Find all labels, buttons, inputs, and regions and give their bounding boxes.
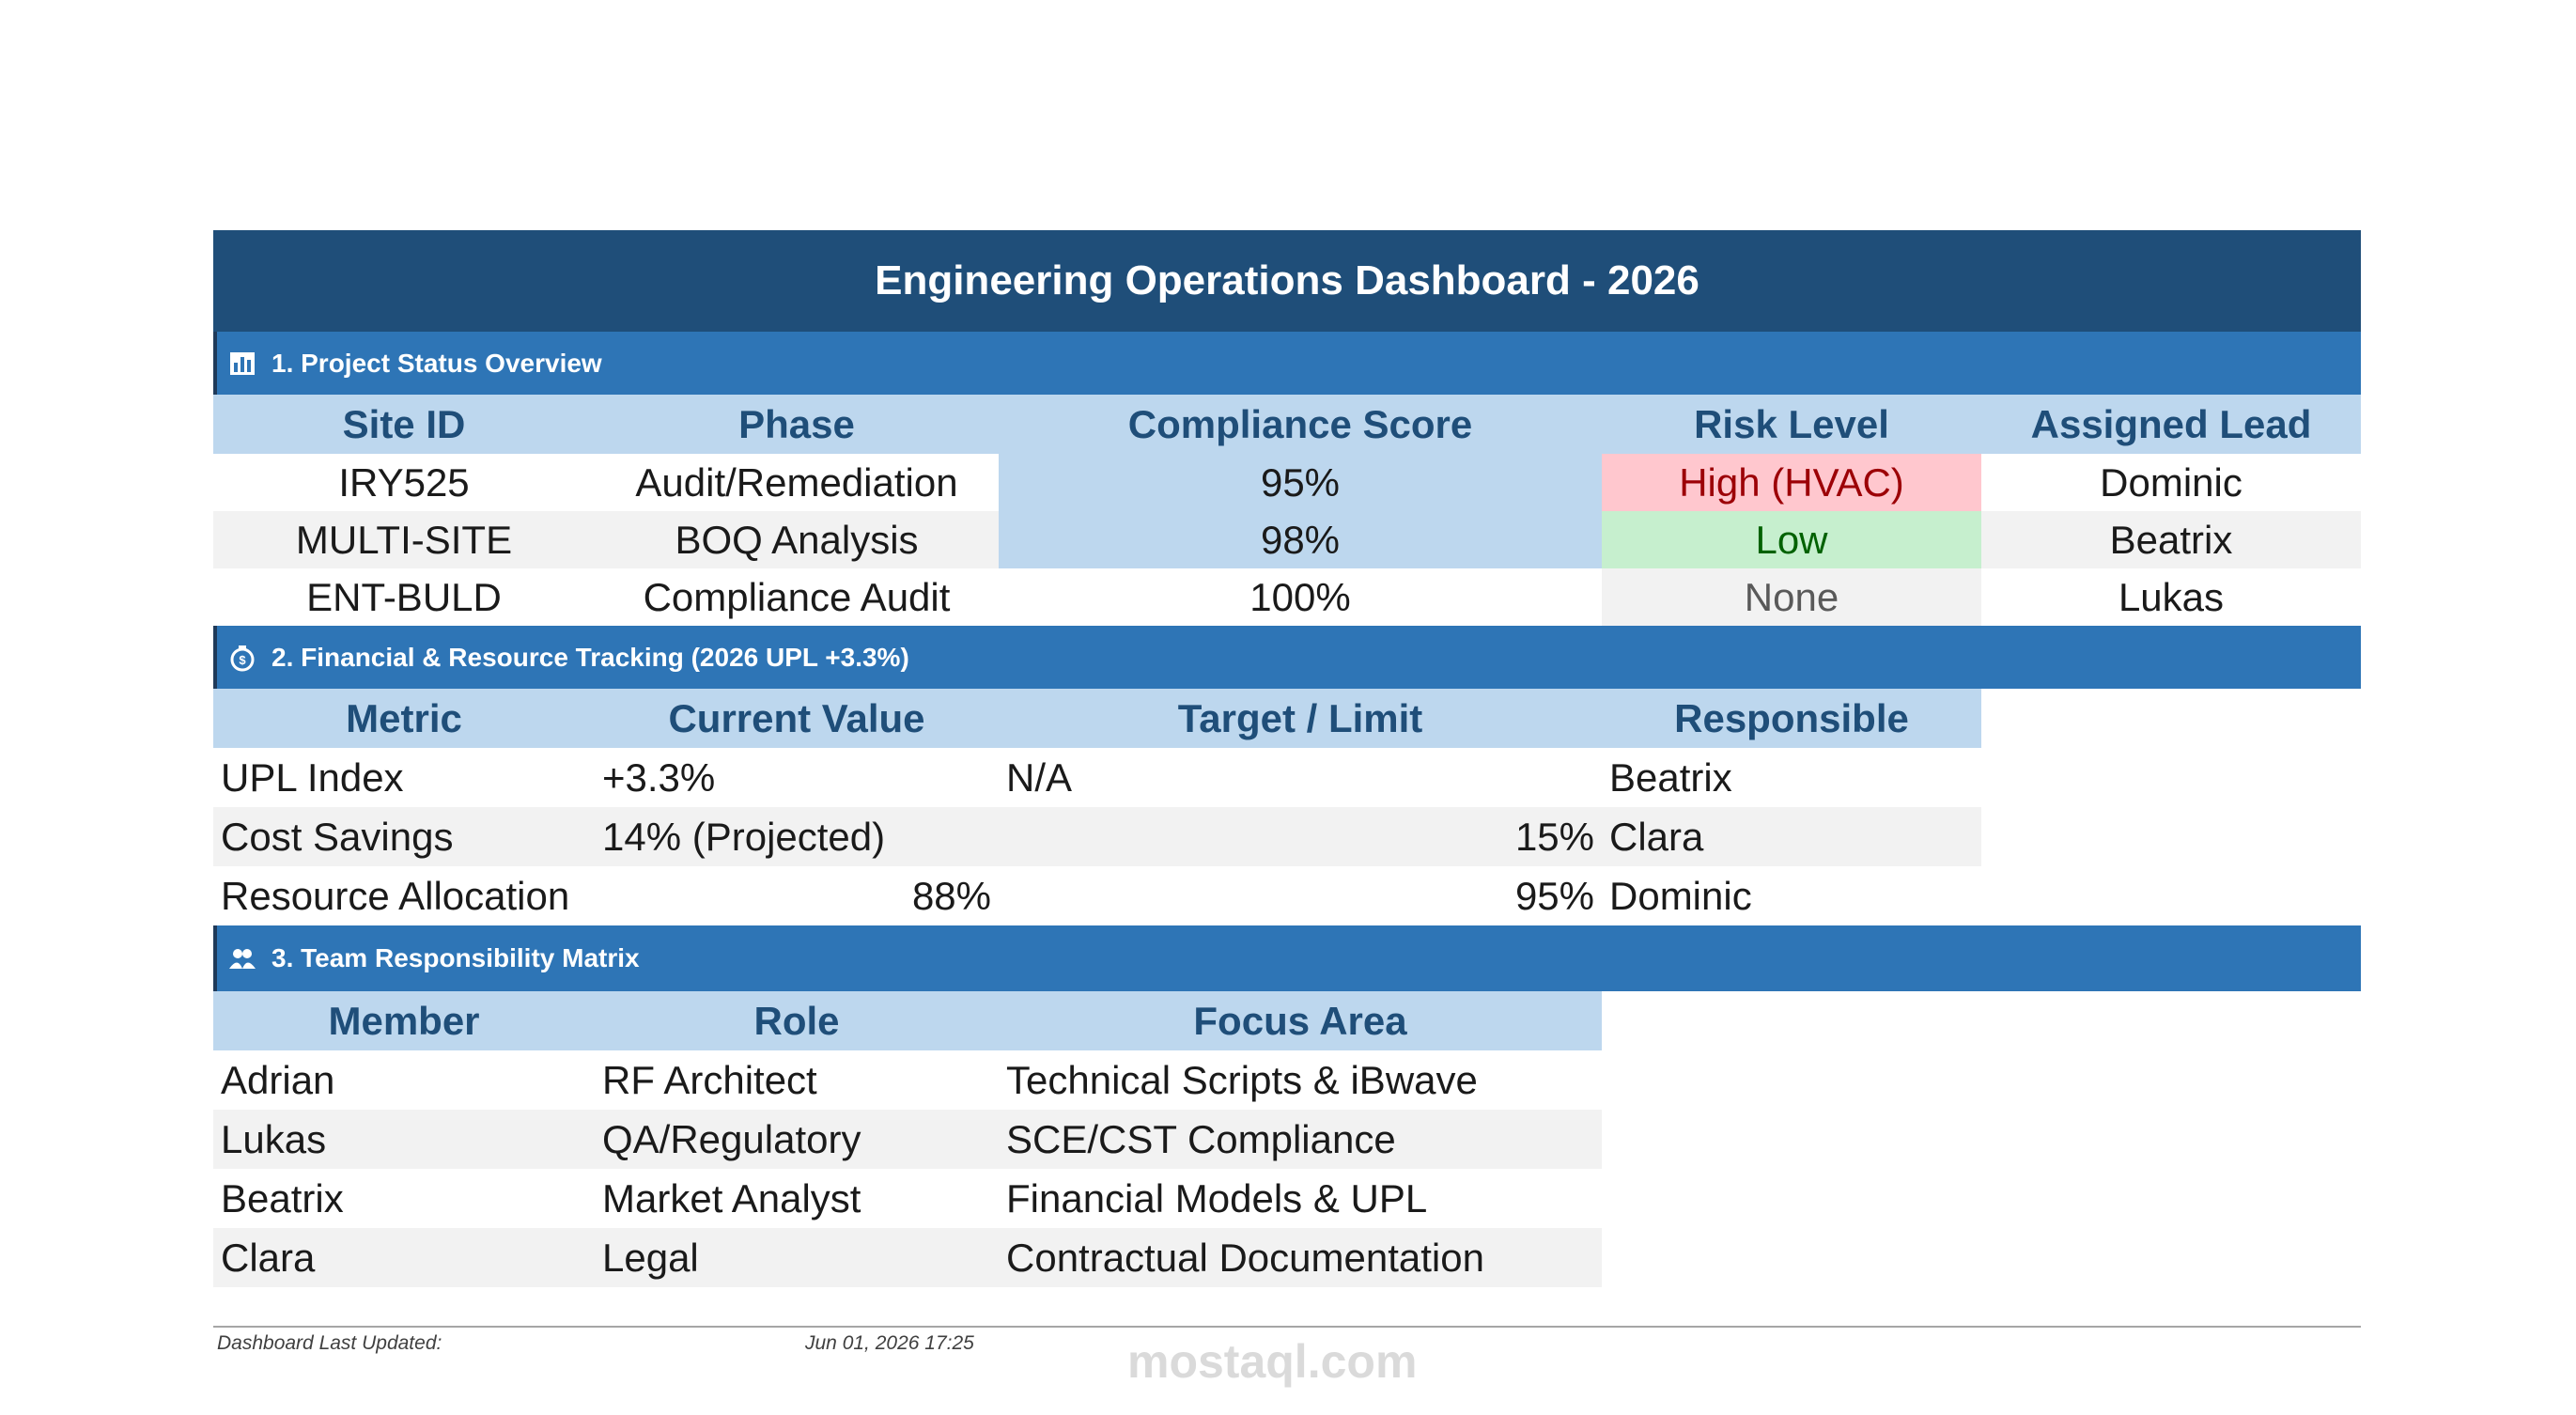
table-cell: IRY525 [213,454,595,511]
table-cell: Clara [1602,807,1981,866]
table-cell: BOQ Analysis [595,511,999,568]
title-bar: Engineering Operations Dashboard - 2026 [213,230,2361,332]
column-header: Role [595,991,999,1050]
table-cell: N/A [999,748,1602,807]
table-cell: Beatrix [213,1169,595,1228]
table-cell: None [1602,568,1981,626]
section-bar: 1. Project Status Overview [213,332,2361,395]
table-cell: 95% [999,454,1602,511]
table-cell: Beatrix [1981,511,2361,568]
table-cell: Resource Allocation [213,866,595,925]
column-header: Site ID [213,395,595,454]
footer-value: Jun 01, 2026 17:25 [805,1332,974,1354]
column-header: Compliance Score [999,395,1602,454]
footer-rule [213,1326,2361,1328]
section-bar: $2. Financial & Resource Tracking (2026 … [213,626,2361,689]
table-cell: Dominic [1981,454,2361,511]
table-cell: Lukas [213,1110,595,1169]
section-heading: 3. Team Responsibility Matrix [272,943,640,972]
table-cell: High (HVAC) [1602,454,1981,511]
table-cell: Beatrix [1602,748,1981,807]
table-cell: Contractual Documentation [999,1228,1602,1287]
table-cell: Cost Savings [213,807,595,866]
table-cell: 15% [999,807,1602,866]
table-cell: 98% [999,511,1602,568]
table-cell: Market Analyst [595,1169,999,1228]
column-header: Assigned Lead [1981,395,2361,454]
table-cell: MULTI-SITE [213,511,595,568]
table-cell: Low [1602,511,1981,568]
column-header: Phase [595,395,999,454]
table-cell: 100% [999,568,1602,626]
table-cell: ENT-BULD [213,568,595,626]
table-cell: Dominic [1602,866,1981,925]
column-header: Target / Limit [999,689,1602,748]
section-heading: 1. Project Status Overview [272,348,602,378]
table-cell: +3.3% [595,748,999,807]
column-header: Focus Area [999,991,1602,1050]
table-cell: Audit/Remediation [595,454,999,511]
column-header: Responsible [1602,689,1981,748]
svg-text:$: $ [239,653,246,667]
table-cell: Legal [595,1228,999,1287]
column-header: Metric [213,689,595,748]
table-cell: UPL Index [213,748,595,807]
table-cell: SCE/CST Compliance [999,1110,1602,1169]
table-cell: Lukas [1981,568,2361,626]
column-header: Risk Level [1602,395,1981,454]
footer-label: Dashboard Last Updated: [217,1332,442,1354]
table-cell: Clara [213,1228,595,1287]
section-bar: 3. Team Responsibility Matrix [213,925,2361,991]
table-cell: RF Architect [595,1050,999,1110]
table-cell: 88% [595,866,999,925]
table-cell: Technical Scripts & iBwave [999,1050,1602,1110]
table-cell: QA/Regulatory [595,1110,999,1169]
table-cell: Adrian [213,1050,595,1110]
table-cell: Compliance Audit [595,568,999,626]
watermark: mostaql.com [1127,1335,1418,1388]
table-cell: Financial Models & UPL [999,1169,1602,1228]
column-header: Member [213,991,595,1050]
table-cell: 95% [999,866,1602,925]
column-header: Current Value [595,689,999,748]
table-cell: 14% (Projected) [595,807,999,866]
section-heading: 2. Financial & Resource Tracking (2026 U… [272,642,909,672]
